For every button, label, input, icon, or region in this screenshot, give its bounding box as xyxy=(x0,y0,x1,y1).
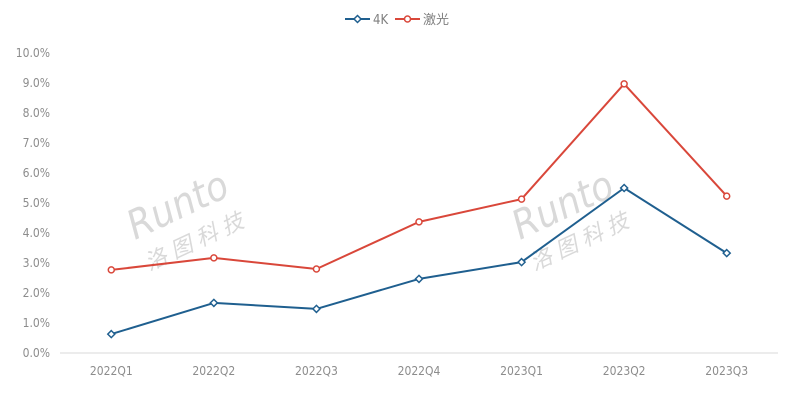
data-point[interactable] xyxy=(722,192,731,200)
y-tick-label: 10.0% xyxy=(16,46,50,60)
data-point[interactable] xyxy=(620,80,628,88)
x-tick-label: 2023Q1 xyxy=(500,364,543,378)
data-point[interactable] xyxy=(311,304,321,314)
series-group xyxy=(106,80,732,339)
legend-label: 4K xyxy=(373,13,388,28)
data-point[interactable] xyxy=(106,329,116,339)
y-axis: 0.0% 1.0% 2.0% 3.0% 4.0% 5.0% 6.0% 7.0% 8.0% 9.0%… xyxy=(16,46,50,360)
y-tick-label: 5.0% xyxy=(23,196,50,210)
x-tick-label: 2022Q3 xyxy=(295,364,338,378)
series-4k xyxy=(106,183,732,339)
y-tick-label: 9.0% xyxy=(23,76,50,90)
y-tick-label: 6.0% xyxy=(23,166,50,180)
y-tick-label: 4.0% xyxy=(23,226,50,240)
data-point[interactable] xyxy=(312,265,321,273)
x-tick-label: 2022Q4 xyxy=(398,364,441,378)
data-point[interactable] xyxy=(517,195,526,203)
y-tick-label: 3.0% xyxy=(23,256,50,270)
y-tick-label: 2.0% xyxy=(23,286,50,300)
y-tick-label: 0.0% xyxy=(23,346,50,360)
y-tick-label: 8.0% xyxy=(23,106,50,120)
x-tick-label: 2023Q2 xyxy=(603,364,646,378)
x-tick-label: 2023Q3 xyxy=(705,364,748,378)
x-axis: 2022Q1 2022Q2 2022Q3 2022Q4 2023Q1 2023Q2 2023… xyxy=(90,364,748,378)
legend-item-4k[interactable]: 4K xyxy=(345,13,388,28)
y-tick-label: 1.0% xyxy=(23,316,50,330)
series-laser xyxy=(107,80,731,274)
legend-label: 激光 xyxy=(423,13,449,28)
diamond-marker-icon xyxy=(352,14,363,24)
data-point[interactable] xyxy=(722,248,732,258)
data-point[interactable] xyxy=(517,257,527,267)
data-point[interactable] xyxy=(619,183,629,193)
legend-item-laser[interactable]: 激光 xyxy=(395,13,449,28)
data-point[interactable] xyxy=(209,298,219,308)
data-point[interactable] xyxy=(107,266,116,274)
data-point[interactable] xyxy=(210,254,218,262)
legend: 4K 激光 xyxy=(345,13,449,28)
watermark: Runto 洛图科技 xyxy=(120,162,254,276)
x-tick-label: 2022Q2 xyxy=(192,364,235,378)
data-point[interactable] xyxy=(414,274,424,284)
y-tick-label: 7.0% xyxy=(23,136,50,150)
circle-marker-icon xyxy=(403,15,412,23)
x-tick-label: 2022Q1 xyxy=(90,364,133,378)
data-point[interactable] xyxy=(415,218,423,226)
